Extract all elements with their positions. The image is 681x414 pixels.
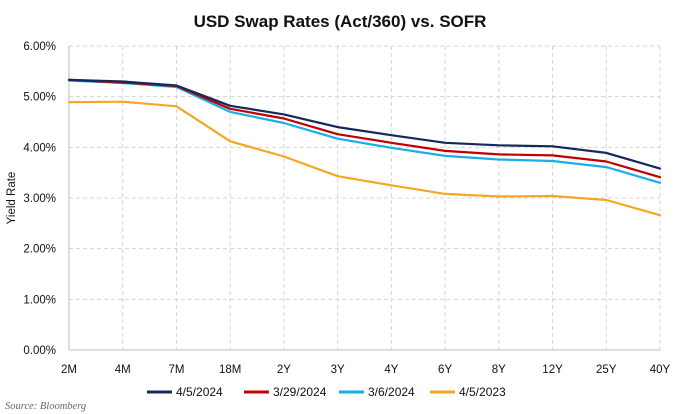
x-axis-ticks: 2M 4M 7M 18M 2Y 3Y 4Y 6Y 8Y 12Y 25Y 40Y (61, 364, 671, 376)
legend-label: 3/6/2024 (368, 385, 415, 399)
x-tick-label: 4Y (384, 364, 398, 376)
y-tick-label: 3.00% (23, 193, 56, 205)
y-tick-label: 1.00% (23, 294, 56, 306)
x-tick-label: 7M (168, 364, 184, 376)
y-tick-label: 4.00% (23, 142, 56, 154)
chart-title: USD Swap Rates (Act/360) vs. SOFR (194, 12, 487, 31)
legend-label: 3/29/2024 (273, 385, 327, 399)
x-tick-label: 40Y (650, 364, 671, 376)
series-line (67, 100, 662, 217)
legend-label: 4/5/2023 (459, 385, 506, 399)
source-note: Source: Bloomberg (5, 401, 86, 412)
legend-label: 4/5/2024 (176, 385, 223, 399)
legend-item: 4/5/2023 (430, 385, 506, 399)
legend-item: 3/6/2024 (339, 385, 415, 399)
x-tick-label: 4M (115, 364, 131, 376)
y-axis-ticks: 0.00% 1.00% 2.00% 3.00% 4.00% 5.00% 6.00% (23, 41, 56, 357)
series-lines (67, 78, 662, 217)
y-tick-label: 0.00% (23, 345, 56, 357)
y-tick-label: 6.00% (23, 41, 56, 53)
x-tick-label: 12Y (542, 364, 563, 376)
x-tick-label: 2Y (277, 364, 291, 376)
x-tick-label: 8Y (492, 364, 506, 376)
x-tick-label: 2M (61, 364, 77, 376)
series-line (67, 78, 662, 170)
y-axis-label: Yield Rate (6, 172, 18, 225)
x-tick-label: 25Y (596, 364, 617, 376)
x-tick-label: 6Y (438, 364, 452, 376)
x-tick-label: 3Y (331, 364, 345, 376)
y-tick-label: 5.00% (23, 92, 56, 104)
y-tick-label: 2.00% (23, 244, 56, 256)
x-tick-label: 18M (219, 364, 241, 376)
legend-item: 3/29/2024 (244, 385, 327, 399)
legend-item: 4/5/2024 (147, 385, 223, 399)
legend: 4/5/2024 3/29/2024 3/6/2024 4/5/2023 (147, 385, 506, 399)
grid (68, 45, 661, 351)
